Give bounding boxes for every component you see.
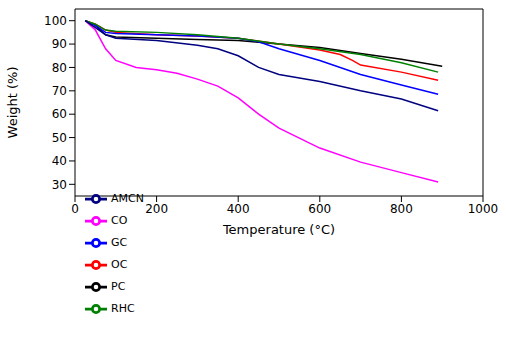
svg-text:60: 60 — [52, 107, 67, 121]
svg-text:100: 100 — [44, 14, 67, 28]
svg-text:Temperature (°C): Temperature (°C) — [222, 222, 335, 237]
svg-text:400: 400 — [227, 202, 250, 216]
svg-text:0: 0 — [71, 202, 79, 216]
svg-text:80: 80 — [52, 61, 67, 75]
svg-text:1000: 1000 — [468, 202, 498, 216]
html-text:OC: OC — [111, 258, 128, 271]
svg-text:40: 40 — [52, 154, 67, 168]
html-text:PC: PC — [111, 280, 126, 293]
svg-text:90: 90 — [52, 37, 67, 51]
html-text:AMCN: AMCN — [111, 192, 144, 205]
html-text:GC: GC — [111, 236, 128, 249]
svg-text:50: 50 — [52, 131, 67, 145]
svg-text:Weight (%): Weight (%) — [8, 67, 20, 139]
svg-text:800: 800 — [390, 202, 413, 216]
html-text:CO: CO — [111, 214, 128, 227]
svg-text:30: 30 — [52, 178, 67, 192]
svg-text:600: 600 — [308, 202, 331, 216]
html-text:RHC: RHC — [111, 302, 135, 315]
svg-text:200: 200 — [145, 202, 168, 216]
svg-text:70: 70 — [52, 84, 67, 98]
